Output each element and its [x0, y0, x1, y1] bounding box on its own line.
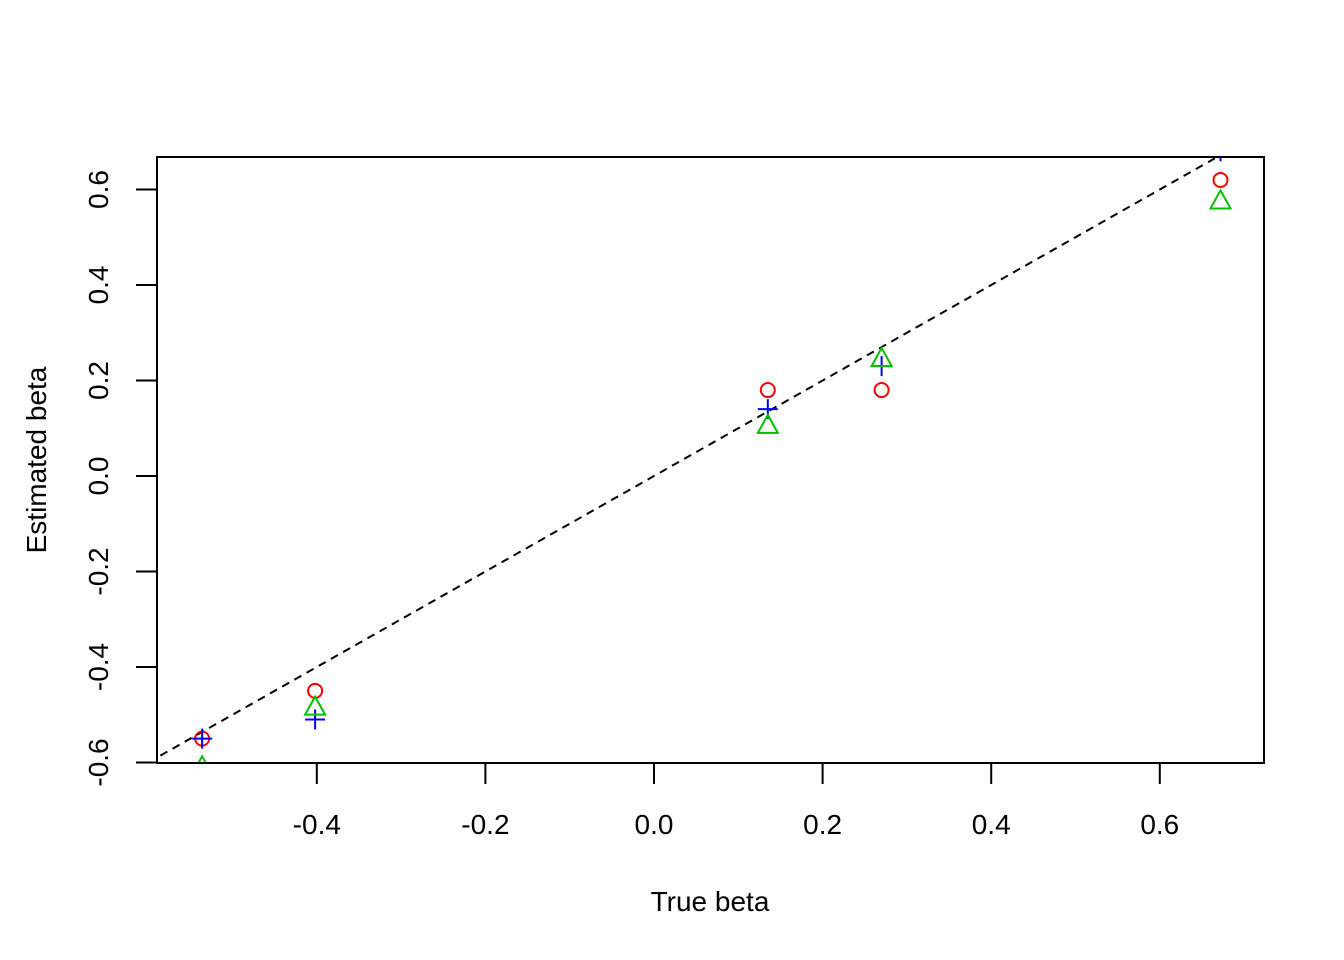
point-triangle: [869, 345, 894, 368]
y-tick-label: 0.4: [83, 266, 114, 305]
y-tick-label: 0.6: [83, 170, 114, 209]
x-axis-title: True beta: [651, 886, 770, 917]
y-tick-label: 0.2: [83, 361, 114, 400]
point-plus: [192, 728, 213, 749]
points-layer: [192, 157, 1233, 763]
y-tick-label: 0.0: [83, 457, 114, 496]
y-axis: -0.6 -0.4 -0.2 0.0 0.2 0.4 0.6: [83, 170, 158, 787]
point-circle: [1212, 171, 1229, 188]
point-triangle: [303, 694, 327, 716]
y-tick-label: -0.6: [83, 738, 114, 786]
point-plus: [305, 709, 326, 730]
x-tick-label: 0.2: [803, 809, 842, 840]
x-tick-label: 0.6: [1140, 809, 1179, 840]
x-tick-label: -0.2: [461, 809, 509, 840]
reference-line-layer: [157, 157, 1220, 759]
y-tick-label: -0.2: [83, 547, 114, 595]
point-triangle: [197, 754, 208, 763]
point-triangle: [756, 412, 780, 434]
y-tick-label: -0.4: [83, 643, 114, 691]
point-circle: [873, 382, 890, 399]
x-axis: -0.4 -0.2 0.0 0.2 0.4 0.6: [293, 762, 1179, 840]
point-triangle: [1208, 188, 1233, 210]
x-tick-label: 0.4: [972, 809, 1011, 840]
plot-frame: [156, 156, 1265, 764]
y-axis-title: Estimated beta: [21, 366, 52, 553]
x-tick-label: -0.4: [293, 809, 341, 840]
x-tick-label: 0.0: [635, 809, 674, 840]
point-circle: [759, 382, 776, 399]
reference-line: [157, 157, 1220, 759]
